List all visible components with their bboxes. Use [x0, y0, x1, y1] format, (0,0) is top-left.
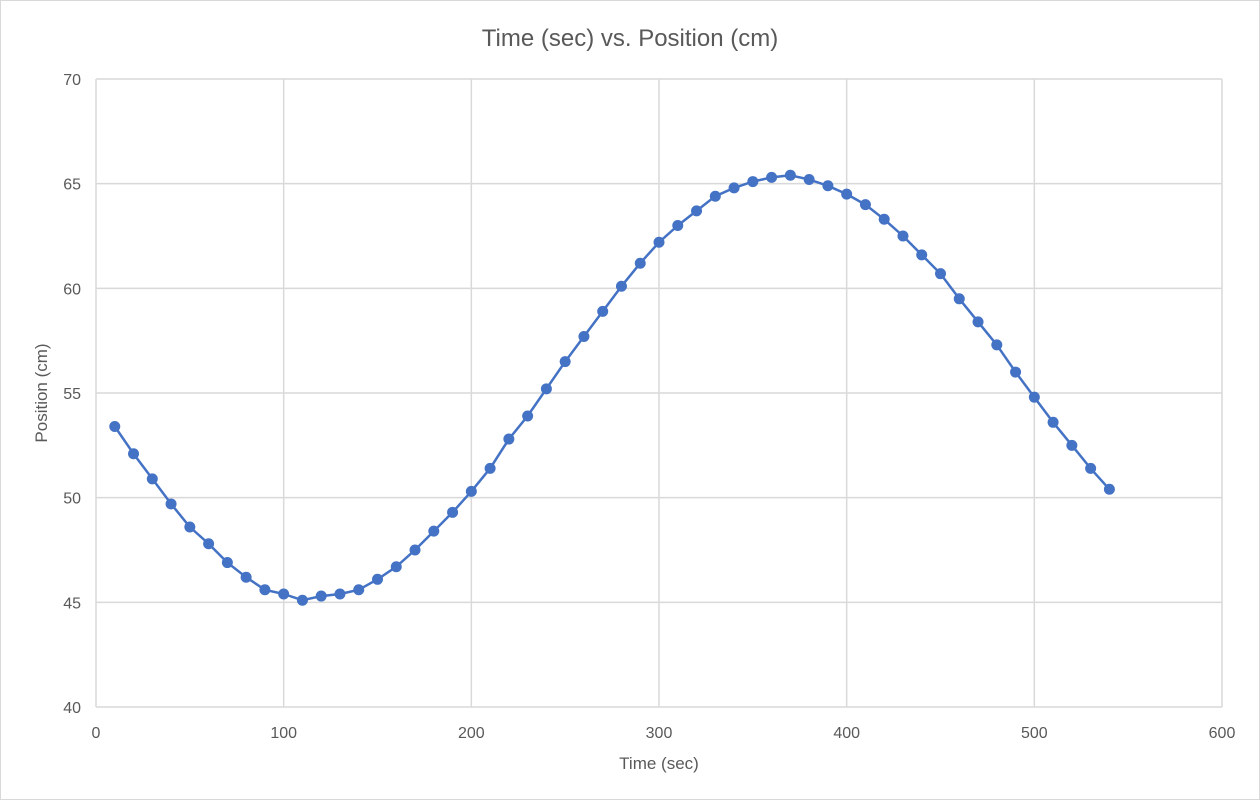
- data-point: [203, 538, 215, 550]
- data-point: [334, 588, 346, 600]
- y-axis-ticks: 40 45 50 55 60 65 70: [63, 72, 81, 717]
- chart-title: Time (sec) vs. Position (cm): [482, 25, 778, 52]
- x-tick-label: 100: [270, 725, 297, 742]
- data-point: [559, 356, 571, 368]
- data-point: [390, 561, 402, 573]
- y-tick-label: 65: [63, 177, 81, 194]
- data-point: [766, 171, 778, 183]
- data-point: [165, 498, 177, 510]
- data-point: [953, 293, 965, 305]
- data-point: [597, 305, 609, 317]
- y-tick-label: 40: [63, 700, 81, 717]
- y-tick-label: 70: [63, 72, 81, 89]
- data-point: [1085, 462, 1097, 474]
- data-point: [259, 584, 271, 596]
- y-tick-label: 60: [63, 281, 81, 298]
- x-tick-label: 200: [458, 725, 485, 742]
- x-axis-ticks: 0 100 200 300 400 500 600: [92, 725, 1236, 742]
- data-point: [540, 383, 552, 395]
- data-point: [447, 506, 459, 518]
- data-point: [146, 473, 158, 485]
- gridlines: [95, 78, 1223, 708]
- y-tick-label: 45: [63, 595, 81, 612]
- data-point: [465, 485, 477, 497]
- series-position: [109, 169, 1115, 606]
- y-tick-label: 55: [63, 386, 81, 403]
- data-point: [484, 462, 496, 474]
- y-axis-label: Position (cm): [32, 343, 51, 442]
- x-tick-label: 500: [1021, 725, 1048, 742]
- data-point: [109, 420, 121, 432]
- data-point: [691, 205, 703, 217]
- data-point: [972, 316, 984, 328]
- data-point: [672, 220, 684, 232]
- data-point: [296, 594, 308, 606]
- data-point: [503, 433, 515, 445]
- data-point: [184, 521, 196, 533]
- data-point: [897, 230, 909, 242]
- data-point: [822, 180, 834, 192]
- data-point: [278, 588, 290, 600]
- data-point: [1066, 439, 1078, 451]
- data-point: [315, 590, 327, 602]
- data-point: [803, 173, 815, 185]
- data-point: [428, 525, 440, 537]
- data-point: [859, 199, 871, 211]
- data-point: [935, 268, 946, 280]
- data-point: [709, 190, 721, 202]
- data-point: [578, 330, 590, 342]
- data-point: [784, 169, 796, 181]
- data-point: [128, 448, 140, 460]
- x-axis-label: Time (sec): [619, 754, 699, 773]
- data-point: [991, 339, 1003, 351]
- x-tick-label: 400: [833, 725, 860, 742]
- data-point: [878, 213, 890, 225]
- data-point: [634, 257, 646, 269]
- y-tick-label: 50: [63, 491, 81, 508]
- series-line: [113, 174, 1111, 602]
- data-point: [841, 188, 853, 200]
- data-point: [1028, 391, 1040, 403]
- data-point: [747, 176, 759, 188]
- x-tick-label: 600: [1209, 725, 1236, 742]
- data-point: [1010, 366, 1022, 378]
- data-point: [221, 557, 233, 569]
- data-point: [409, 544, 421, 556]
- data-point: [353, 584, 365, 596]
- data-point: [1047, 416, 1059, 428]
- data-point: [372, 573, 383, 585]
- data-point: [916, 249, 928, 261]
- data-point: [728, 182, 740, 194]
- x-tick-label: 0: [92, 725, 101, 742]
- data-point: [1103, 483, 1115, 495]
- x-tick-label: 300: [646, 725, 673, 742]
- data-point: [653, 236, 665, 248]
- data-point: [615, 280, 627, 292]
- data-point: [522, 410, 534, 422]
- data-point: [240, 571, 252, 583]
